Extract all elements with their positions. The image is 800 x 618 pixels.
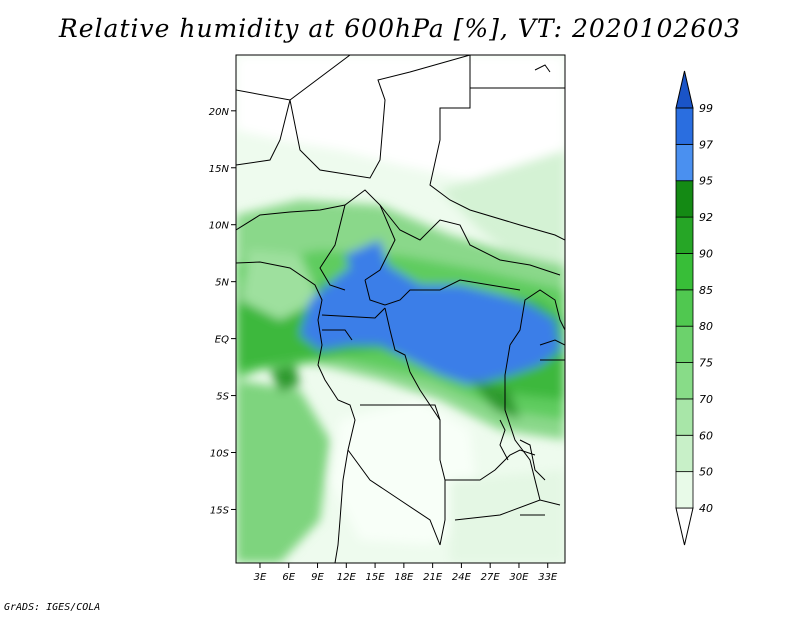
lat-tick-label: 5S <box>216 392 229 403</box>
lon-tick-label: 3E <box>254 572 267 583</box>
colorbar-segment <box>675 507 694 546</box>
lat-tick-label: 10N <box>209 221 230 232</box>
lon-tick-label: 18E <box>394 572 414 583</box>
colorbar-label: 99 <box>699 102 713 115</box>
colorbar-segment <box>675 325 694 363</box>
lon-tick-label: 15E <box>366 572 386 583</box>
colorbar-label: 90 <box>699 247 713 260</box>
latitude-axis: 20N 15N 10N 5N EQ 5S 10S 15S <box>209 107 236 516</box>
lat-tick-label: 15N <box>209 164 230 175</box>
lon-tick-label: 21E <box>423 572 443 583</box>
colorbar-label: 75 <box>699 357 713 370</box>
lat-tick-label: EQ <box>215 335 229 346</box>
colorbar-segment <box>675 253 694 291</box>
colorbar-label: 97 <box>699 138 713 151</box>
colorbar-label: 50 <box>699 466 713 479</box>
credit-label: GrADS: IGES/COLA <box>4 602 101 613</box>
lat-tick-label: 10S <box>210 449 230 460</box>
colorbar-label: 40 <box>699 502 713 515</box>
colorbar: 40 50 60 70 75 80 85 90 92 95 97 99 <box>675 70 713 546</box>
colorbar-segment <box>675 70 694 109</box>
colorbar-label: 85 <box>699 284 713 297</box>
lon-tick-label: 30E <box>509 572 529 583</box>
colorbar-segment <box>675 398 694 436</box>
lon-tick-label: 6E <box>282 572 295 583</box>
colorbar-segment <box>675 362 694 400</box>
lon-tick-label: 24E <box>452 572 472 583</box>
colorbar-segment <box>675 216 694 254</box>
lat-tick-label: 20N <box>209 107 230 118</box>
lon-tick-label: 27E <box>481 572 501 583</box>
colorbar-segment <box>675 107 694 145</box>
country-borders <box>236 55 565 563</box>
lon-tick-label: 12E <box>337 572 357 583</box>
longitude-axis: 3E 6E 9E 12E 15E 18E 21E 24E 27E 30E 33E <box>254 563 558 583</box>
colorbar-label: 70 <box>699 393 713 406</box>
map-frame <box>235 54 566 564</box>
colorbar-label: 92 <box>699 211 713 224</box>
map-title: Relative humidity at 600hPa [%], VT: 202… <box>58 14 742 43</box>
colorbar-label: 80 <box>699 320 713 333</box>
humidity-field <box>236 55 565 563</box>
lat-tick-label: 15S <box>210 505 230 516</box>
colorbar-label: 60 <box>699 429 713 442</box>
lon-tick-label: 9E <box>311 572 324 583</box>
lat-tick-label: 5N <box>215 278 229 289</box>
colorbar-segment <box>675 434 694 473</box>
lon-tick-label: 33E <box>538 572 558 583</box>
colorbar-segment <box>675 471 694 509</box>
colorbar-label: 95 <box>699 175 713 188</box>
colorbar-segment <box>675 143 694 182</box>
colorbar-segment <box>675 180 694 218</box>
colorbar-segment <box>675 289 694 327</box>
